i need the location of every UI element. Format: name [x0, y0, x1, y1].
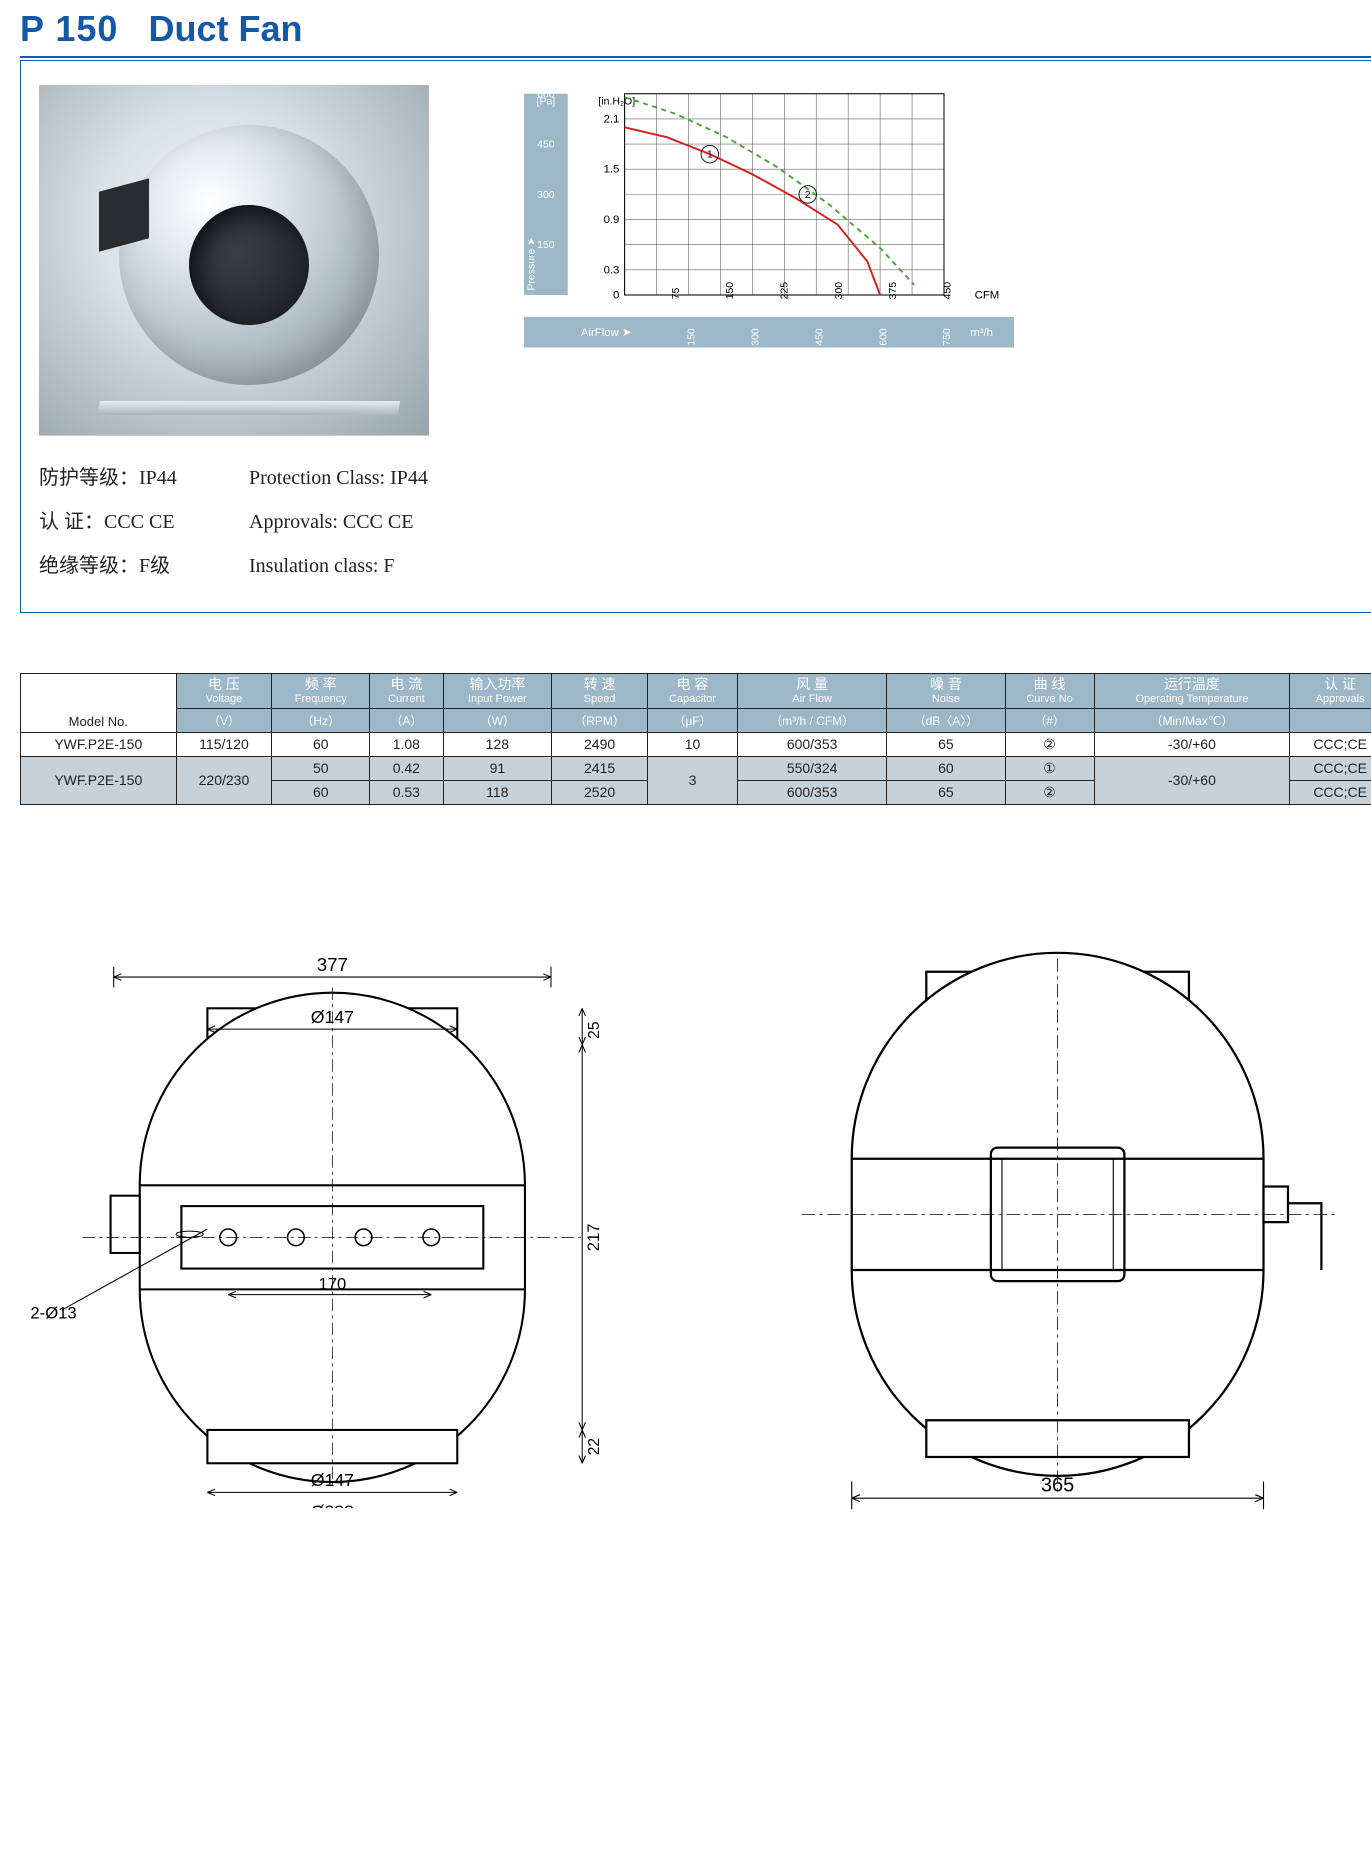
svg-text:Ø147: Ø147 — [311, 1470, 354, 1490]
dim-right-svg: 365 — [746, 925, 1371, 1526]
product-photo — [39, 85, 429, 436]
mounting-foot-shape — [98, 401, 400, 415]
svg-text:375: 375 — [887, 282, 899, 300]
svg-text:300: 300 — [833, 282, 845, 300]
photo-column: 防护等级：IP44 Protection Class: IP44 认 证：CCC… — [39, 85, 429, 588]
svg-text:600: 600 — [537, 88, 555, 100]
insulation-en: Insulation class: F — [249, 544, 395, 588]
svg-text:0.3: 0.3 — [604, 264, 620, 276]
svg-text:1: 1 — [707, 149, 713, 161]
svg-text:150: 150 — [724, 282, 736, 300]
svg-text:1.5: 1.5 — [604, 164, 620, 176]
svg-text:450: 450 — [813, 328, 825, 346]
svg-text:Ø147: Ø147 — [311, 1007, 354, 1027]
svg-text:300: 300 — [537, 189, 555, 201]
svg-text:22: 22 — [586, 1438, 603, 1455]
dimension-left: 377 Ø147 25 217 22 170 Ø147 Ø333 2-Ø13 — [20, 925, 666, 1529]
svg-text:225: 225 — [779, 282, 791, 300]
svg-text:170: 170 — [318, 1274, 346, 1293]
insulation-cn: 绝缘等级：F级 — [39, 544, 249, 588]
svg-text:600: 600 — [877, 328, 889, 346]
text-specs: 防护等级：IP44 Protection Class: IP44 认 证：CCC… — [39, 456, 429, 588]
svg-text:377: 377 — [317, 954, 348, 975]
product-name: Duct Fan — [148, 8, 302, 49]
svg-text:0: 0 — [613, 290, 619, 302]
model-code: P 150 — [20, 8, 118, 49]
svg-text:AirFlow ➤: AirFlow ➤ — [581, 327, 632, 339]
svg-text:25: 25 — [586, 1021, 603, 1039]
page-title: P 150 Duct Fan — [20, 8, 1371, 50]
title-rule — [20, 56, 1371, 58]
protection-cn: 防护等级：IP44 — [39, 456, 249, 500]
svg-text:2: 2 — [805, 189, 811, 201]
protection-en: Protection Class: IP44 — [249, 456, 428, 500]
svg-text:0.9: 0.9 — [604, 214, 620, 226]
fan-inlet-shape — [189, 205, 309, 325]
chart-svg: [Pa]600450300150[in.H₂O]2.11.50.90.30127… — [489, 85, 1049, 365]
performance-chart: [Pa]600450300150[in.H₂O]2.11.50.90.30127… — [489, 85, 1371, 368]
svg-text:CFM: CFM — [975, 290, 1000, 302]
spec-table-body: YWF.P2E-150115/120601.08128249010600/353… — [21, 732, 1371, 804]
svg-text:Ø333: Ø333 — [311, 1501, 354, 1508]
svg-text:2.1: 2.1 — [604, 113, 620, 125]
svg-text:750: 750 — [941, 328, 953, 346]
svg-text:75: 75 — [670, 288, 682, 300]
svg-text:m³/h: m³/h — [970, 327, 993, 339]
svg-text:450: 450 — [941, 282, 953, 300]
approvals-en: Approvals: CCC CE — [249, 500, 413, 544]
svg-text:300: 300 — [750, 328, 762, 346]
svg-text:150: 150 — [686, 328, 698, 346]
svg-text:217: 217 — [584, 1223, 603, 1251]
top-frame: 防护等级：IP44 Protection Class: IP44 认 证：CCC… — [20, 60, 1371, 613]
approvals-cn: 认 证：CCC CE — [39, 500, 249, 544]
dimension-drawings: 377 Ø147 25 217 22 170 Ø147 Ø333 2-Ø13 365 — [20, 925, 1371, 1529]
spec-table-head: Model No.电 压Voltage频 率Frequency电 流Curren… — [21, 674, 1371, 733]
svg-text:Pressure ➤: Pressure ➤ — [526, 237, 538, 291]
dim-left-svg: 377 Ø147 25 217 22 170 Ø147 Ø333 2-Ø13 — [20, 925, 666, 1508]
svg-text:450: 450 — [537, 139, 555, 151]
svg-text:2-Ø13: 2-Ø13 — [30, 1304, 76, 1323]
svg-text:[in.H₂O]: [in.H₂O] — [598, 95, 635, 107]
svg-text:150: 150 — [537, 239, 555, 251]
svg-text:365: 365 — [1040, 1474, 1073, 1496]
spec-table: Model No.电 压Voltage频 率Frequency电 流Curren… — [20, 673, 1371, 805]
dimension-right: 365 — [746, 925, 1371, 1529]
